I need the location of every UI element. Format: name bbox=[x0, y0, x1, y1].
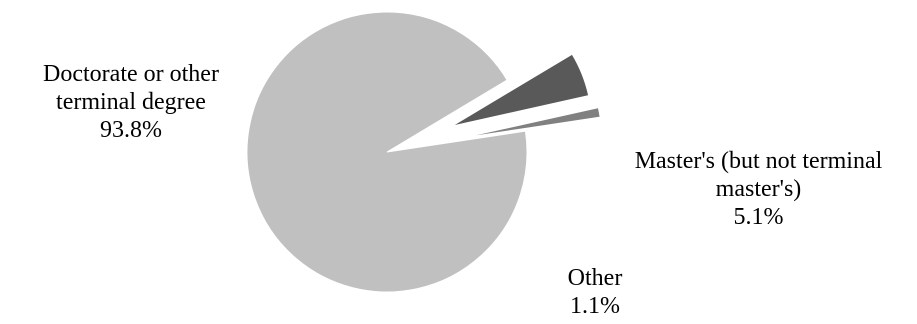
slice-label-line: terminal degree bbox=[56, 89, 206, 115]
slice-value-label: 93.8% bbox=[100, 117, 162, 143]
slice-value-label: 1.1% bbox=[570, 293, 620, 319]
slice-label-line: Master's (but not terminal bbox=[634, 148, 883, 174]
slice-label-line: Doctorate or other bbox=[43, 61, 219, 87]
slice-doctorate bbox=[246, 11, 528, 293]
slice-label-other: Other 1.1% bbox=[555, 264, 635, 320]
slice-value-label: 5.1% bbox=[733, 204, 784, 230]
slice-other bbox=[461, 107, 601, 139]
slice-label-doctorate: Doctorate or other terminal degree 93.8% bbox=[0, 60, 262, 144]
slice-label-line: master's) bbox=[715, 176, 802, 202]
slice-masters bbox=[451, 53, 590, 127]
slice-label-masters: Master's (but not terminal master's) 5.1… bbox=[600, 147, 917, 231]
slice-label-line: Other bbox=[567, 265, 623, 291]
